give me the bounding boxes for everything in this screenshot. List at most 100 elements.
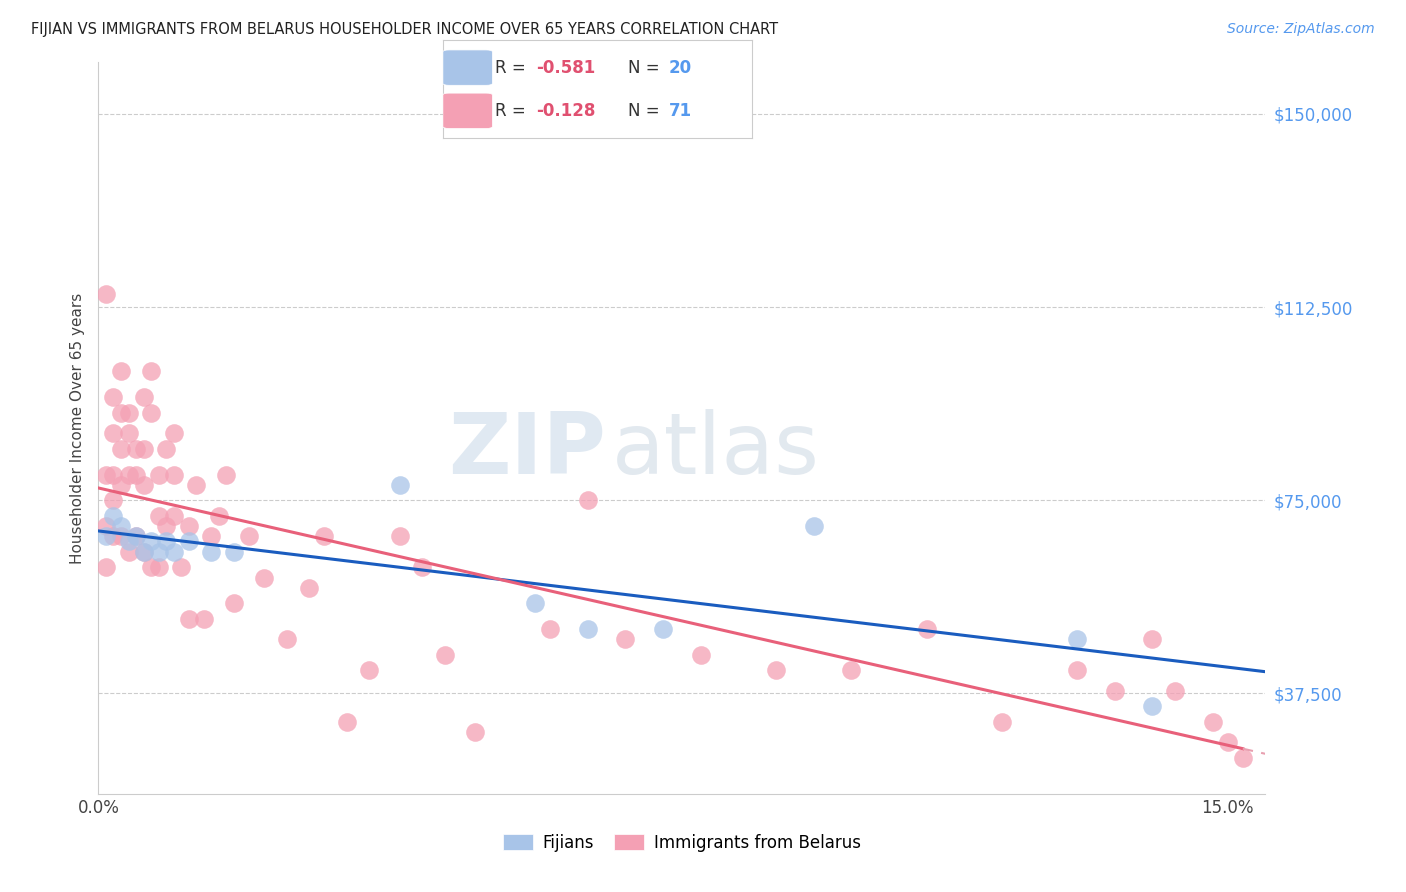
Point	[103, 508, 125, 523]
Point	[132, 545, 155, 559]
Point	[359, 663, 381, 677]
Point	[132, 442, 155, 456]
Point	[298, 581, 321, 595]
Point	[155, 442, 177, 456]
Point	[200, 529, 222, 543]
Point	[139, 560, 162, 574]
Point	[276, 632, 298, 647]
FancyBboxPatch shape	[443, 93, 492, 128]
Text: atlas: atlas	[612, 409, 820, 491]
Point	[132, 390, 155, 404]
Point	[94, 560, 117, 574]
Point	[1216, 735, 1239, 749]
Point	[1066, 632, 1088, 647]
Point	[117, 426, 139, 441]
Point	[839, 663, 862, 677]
Point	[110, 478, 132, 492]
Point	[110, 519, 132, 533]
Point	[524, 596, 547, 610]
Point	[103, 529, 125, 543]
Legend: Fijians, Immigrants from Belarus: Fijians, Immigrants from Belarus	[496, 828, 868, 859]
Point	[125, 442, 148, 456]
Point	[1202, 714, 1225, 729]
Point	[177, 519, 200, 533]
Point	[132, 478, 155, 492]
Point	[388, 529, 411, 543]
Point	[117, 545, 139, 559]
Point	[148, 508, 170, 523]
Point	[576, 493, 599, 508]
Text: -0.581: -0.581	[536, 59, 595, 77]
Point	[163, 508, 186, 523]
Point	[103, 493, 125, 508]
Point	[103, 426, 125, 441]
Point	[614, 632, 637, 647]
Point	[689, 648, 711, 662]
FancyBboxPatch shape	[443, 50, 492, 86]
Text: -0.128: -0.128	[536, 102, 595, 120]
Point	[222, 596, 245, 610]
Point	[222, 545, 245, 559]
Y-axis label: Householder Income Over 65 years: Householder Income Over 65 years	[69, 293, 84, 564]
Text: R =: R =	[495, 59, 531, 77]
Text: N =: N =	[628, 59, 665, 77]
Point	[1142, 699, 1164, 714]
Point	[117, 467, 139, 482]
Point	[125, 529, 148, 543]
Point	[155, 519, 177, 533]
Point	[148, 560, 170, 574]
Point	[139, 534, 162, 549]
Text: N =: N =	[628, 102, 665, 120]
Point	[155, 534, 177, 549]
Point	[125, 529, 148, 543]
Point	[411, 560, 433, 574]
Point	[125, 467, 148, 482]
Point	[200, 545, 222, 559]
Point	[110, 364, 132, 378]
Point	[336, 714, 359, 729]
Point	[208, 508, 231, 523]
Point	[538, 622, 561, 636]
Point	[94, 287, 117, 301]
Point	[117, 534, 139, 549]
Point	[314, 529, 336, 543]
Text: 71: 71	[669, 102, 692, 120]
Point	[1066, 663, 1088, 677]
Point	[464, 725, 486, 739]
Point	[1232, 751, 1254, 765]
Point	[186, 478, 208, 492]
Text: 20: 20	[669, 59, 692, 77]
Point	[139, 364, 162, 378]
Text: FIJIAN VS IMMIGRANTS FROM BELARUS HOUSEHOLDER INCOME OVER 65 YEARS CORRELATION C: FIJIAN VS IMMIGRANTS FROM BELARUS HOUSEH…	[31, 22, 778, 37]
Point	[94, 529, 117, 543]
Point	[170, 560, 193, 574]
Point	[163, 426, 186, 441]
Point	[1142, 632, 1164, 647]
Text: R =: R =	[495, 102, 531, 120]
Point	[238, 529, 260, 543]
Point	[652, 622, 675, 636]
Point	[148, 467, 170, 482]
Point	[177, 534, 200, 549]
Point	[132, 545, 155, 559]
Point	[765, 663, 787, 677]
Point	[215, 467, 238, 482]
Point	[163, 467, 186, 482]
Point	[1104, 684, 1126, 698]
Point	[117, 406, 139, 420]
Point	[991, 714, 1014, 729]
Point	[94, 467, 117, 482]
Point	[915, 622, 938, 636]
Text: ZIP: ZIP	[449, 409, 606, 491]
Point	[148, 545, 170, 559]
Point	[193, 612, 215, 626]
Point	[433, 648, 456, 662]
Point	[139, 406, 162, 420]
Point	[94, 519, 117, 533]
Point	[803, 519, 825, 533]
Point	[177, 612, 200, 626]
Point	[110, 529, 132, 543]
Point	[103, 467, 125, 482]
Point	[103, 390, 125, 404]
Text: Source: ZipAtlas.com: Source: ZipAtlas.com	[1227, 22, 1375, 37]
